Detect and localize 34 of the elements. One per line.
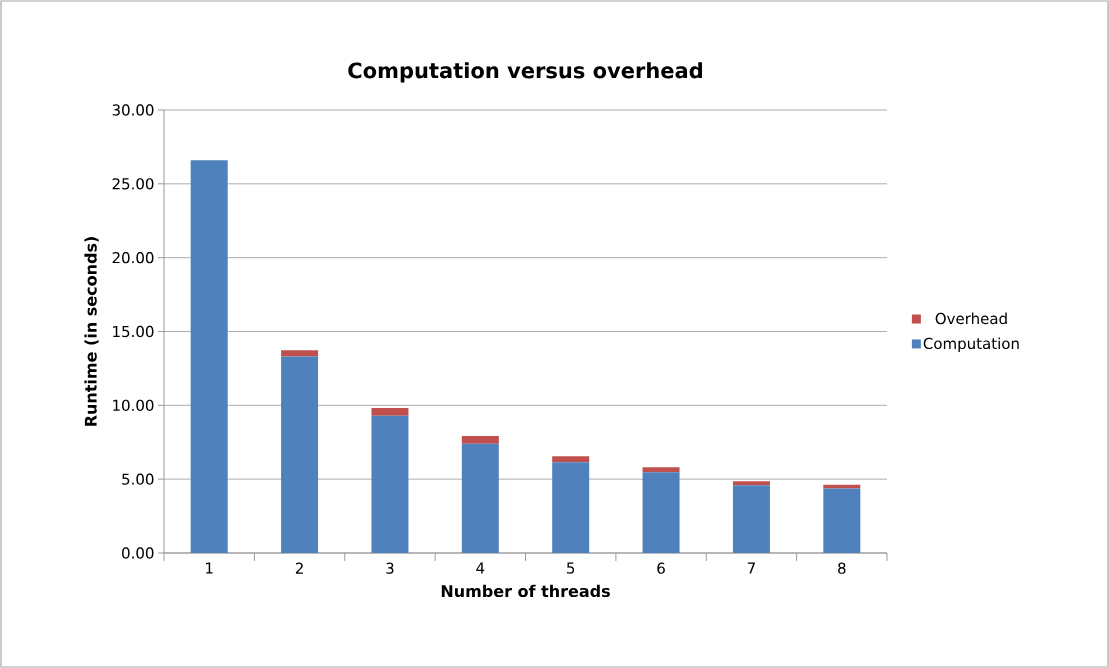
bar bbox=[732, 485, 770, 553]
bar bbox=[281, 350, 319, 357]
x-tick-label: 4 bbox=[476, 562, 485, 574]
chart-title: Computation versus overhead bbox=[348, 62, 702, 83]
bar bbox=[642, 467, 680, 473]
y-tick-label: 25.00 bbox=[112, 178, 154, 190]
x-tick-label: 7 bbox=[747, 562, 755, 574]
x-tick-label: 1 bbox=[206, 562, 213, 574]
bar bbox=[552, 462, 590, 553]
y-tick-label: 30.00 bbox=[112, 104, 154, 116]
y-tick-label: 15.00 bbox=[113, 325, 154, 338]
bar bbox=[732, 481, 770, 486]
bar bbox=[461, 436, 499, 444]
bar bbox=[190, 160, 228, 553]
x-tick-label: 3 bbox=[386, 562, 394, 574]
legend-label: Computation bbox=[923, 337, 1019, 353]
y-tick-label: 5.00 bbox=[122, 473, 154, 485]
x-axis-title: Number of threads bbox=[441, 584, 610, 598]
x-tick-label: 8 bbox=[838, 562, 846, 574]
bar bbox=[642, 472, 680, 553]
y-axis-title: Runtime (in seconds) bbox=[84, 237, 99, 426]
bar bbox=[461, 443, 499, 553]
y-tick-label: 10.00 bbox=[113, 399, 154, 411]
legend-label: Overhead bbox=[935, 312, 1007, 325]
bar bbox=[371, 407, 409, 416]
x-tick-label: 5 bbox=[567, 562, 575, 574]
bar bbox=[281, 356, 319, 553]
y-tick-label: 0.00 bbox=[122, 547, 154, 559]
y-tick-label: 20.00 bbox=[112, 251, 154, 264]
bar bbox=[552, 456, 590, 463]
x-tick-label: 6 bbox=[657, 562, 665, 574]
x-tick-label: 2 bbox=[295, 562, 303, 574]
bar bbox=[823, 488, 861, 553]
bar bbox=[371, 415, 409, 553]
